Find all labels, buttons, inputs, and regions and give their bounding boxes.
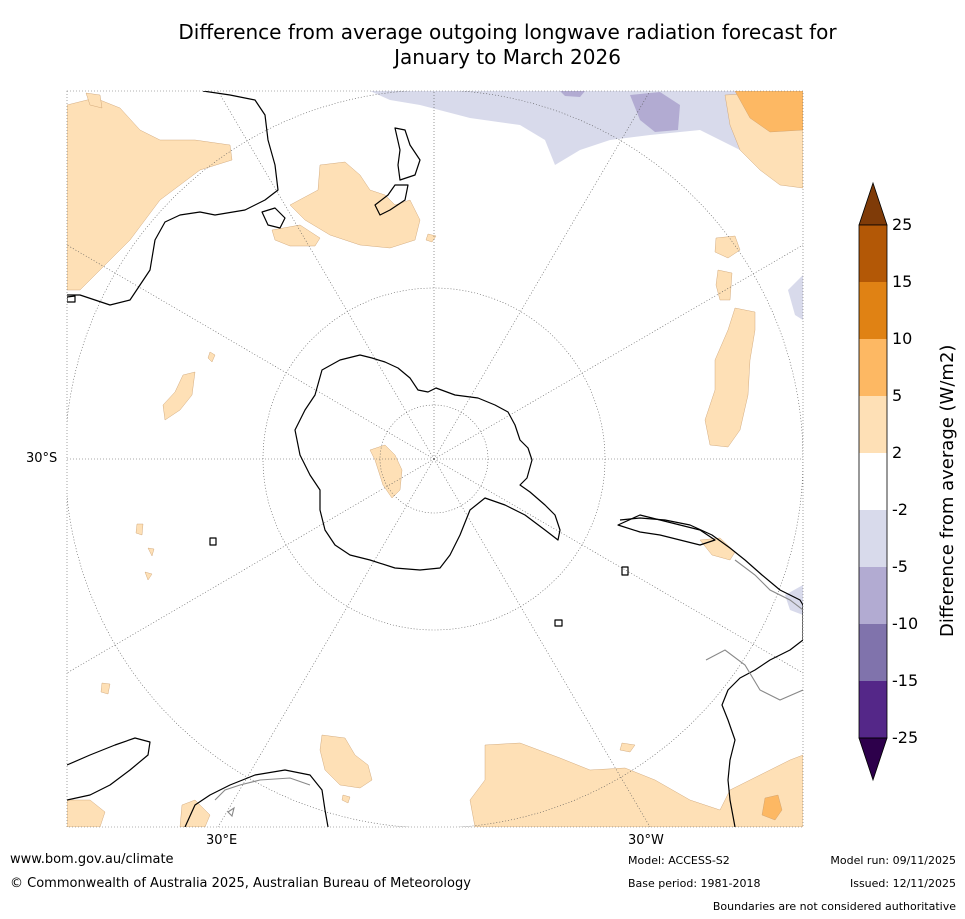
antarctica-coastline [294, 354, 561, 571]
colorbar-seg-10-15 [859, 282, 887, 339]
graticule [67, 91, 803, 827]
chart-title: Difference from average outgoing longwav… [0, 20, 965, 70]
anomaly-strong-negative-regions [560, 91, 680, 132]
colorbar-tick: 25 [892, 215, 913, 234]
australia-coastline [67, 91, 279, 306]
colorbar-extend-bottom [858, 737, 888, 782]
anomaly-moderate-positive-regions [734, 91, 803, 821]
tasmania-coastline [261, 207, 286, 229]
colorbar-tick: -2 [892, 500, 908, 519]
colorbar-seg-neutral [859, 453, 887, 510]
colorbar-tick: 5 [892, 386, 903, 405]
madagascar-coastline [184, 769, 329, 827]
lon-label-30w: 30°W [628, 833, 664, 848]
colorbar-outline [858, 224, 888, 739]
country-boundaries [214, 559, 803, 818]
lat-label-30s: 30°S [26, 451, 58, 466]
anomaly-negative-regions [370, 91, 803, 615]
africa-coastline [67, 737, 151, 801]
colorbar-seg-m15-m25 [859, 681, 887, 738]
new-zealand-north-coastline [394, 127, 421, 181]
colorbar-seg-2-5 [859, 396, 887, 453]
map-border [66, 90, 804, 828]
colorbar-tick: -5 [892, 557, 908, 576]
lon-label-30e: 30°E [206, 833, 238, 848]
colorbar [858, 181, 888, 782]
colorbar-tick: -25 [892, 728, 919, 747]
map-layers [67, 91, 803, 827]
footer-issued: Issued: 12/11/2025 [849, 877, 956, 890]
footer-copyright: © Commonwealth of Australia 2025, Austra… [10, 876, 471, 891]
title-line-1: Difference from average outgoing longwav… [178, 20, 837, 44]
colorbar-seg-m10-m15 [859, 624, 887, 681]
anomaly-positive-regions [67, 91, 803, 827]
colorbar-seg-m2-m5 [859, 510, 887, 567]
footer-disclaimer: Boundaries are not considered authoritat… [712, 900, 956, 913]
colorbar-seg-5-10 [859, 339, 887, 396]
colorbar-tick: -10 [892, 614, 919, 633]
footer-base-period: Base period: 1981-2018 [628, 877, 761, 890]
colorbar-tick: 15 [892, 272, 913, 291]
tierra-del-fuego-coastline [617, 514, 716, 546]
colorbar-tick: 10 [892, 329, 913, 348]
colorbar-extend-top [858, 181, 888, 226]
footer-model: Model: ACCESS-S2 [628, 854, 730, 867]
footer-model-run: Model run: 09/11/2025 [830, 854, 956, 867]
south-america-coastline [619, 517, 803, 827]
colorbar-seg-15-25 [859, 225, 887, 282]
new-zealand-south-coastline [374, 184, 409, 216]
colorbar-tick: -15 [892, 671, 919, 690]
title-line-2: January to March 2026 [394, 45, 621, 69]
colorbar-seg-m5-m10 [859, 567, 887, 624]
footer-website: www.bom.gov.au/climate [10, 852, 174, 867]
colorbar-tick: 2 [892, 443, 903, 462]
colorbar-title: Difference from average (W/m2) [937, 344, 958, 637]
coastlines [67, 91, 803, 827]
